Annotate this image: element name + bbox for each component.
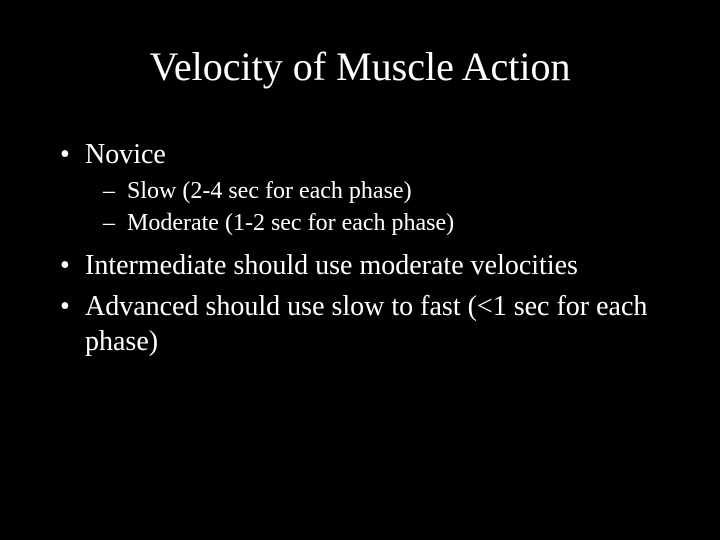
sub-bullet-text: Moderate (1-2 sec for each phase) xyxy=(127,210,454,236)
bullet-text: Advanced should use slow to fast (<1 sec… xyxy=(85,291,647,357)
sub-bullet-item: Slow (2-4 sec for each phase) xyxy=(85,176,665,206)
sub-bullet-list: Slow (2-4 sec for each phase) Moderate (… xyxy=(85,176,665,238)
sub-bullet-item: Moderate (1-2 sec for each phase) xyxy=(85,208,665,238)
bullet-item: Advanced should use slow to fast (<1 sec… xyxy=(55,289,665,359)
bullet-item: Novice Slow (2-4 sec for each phase) Mod… xyxy=(55,137,665,238)
slide-title: Velocity of Muscle Action xyxy=(55,45,665,89)
bullet-text: Novice xyxy=(85,139,166,170)
bullet-item: Intermediate should use moderate velocit… xyxy=(55,248,665,283)
bullet-list: Novice Slow (2-4 sec for each phase) Mod… xyxy=(55,137,665,359)
slide-container: Velocity of Muscle Action Novice Slow (2… xyxy=(0,0,720,540)
bullet-text: Intermediate should use moderate velocit… xyxy=(85,250,578,281)
sub-bullet-text: Slow (2-4 sec for each phase) xyxy=(127,178,412,204)
